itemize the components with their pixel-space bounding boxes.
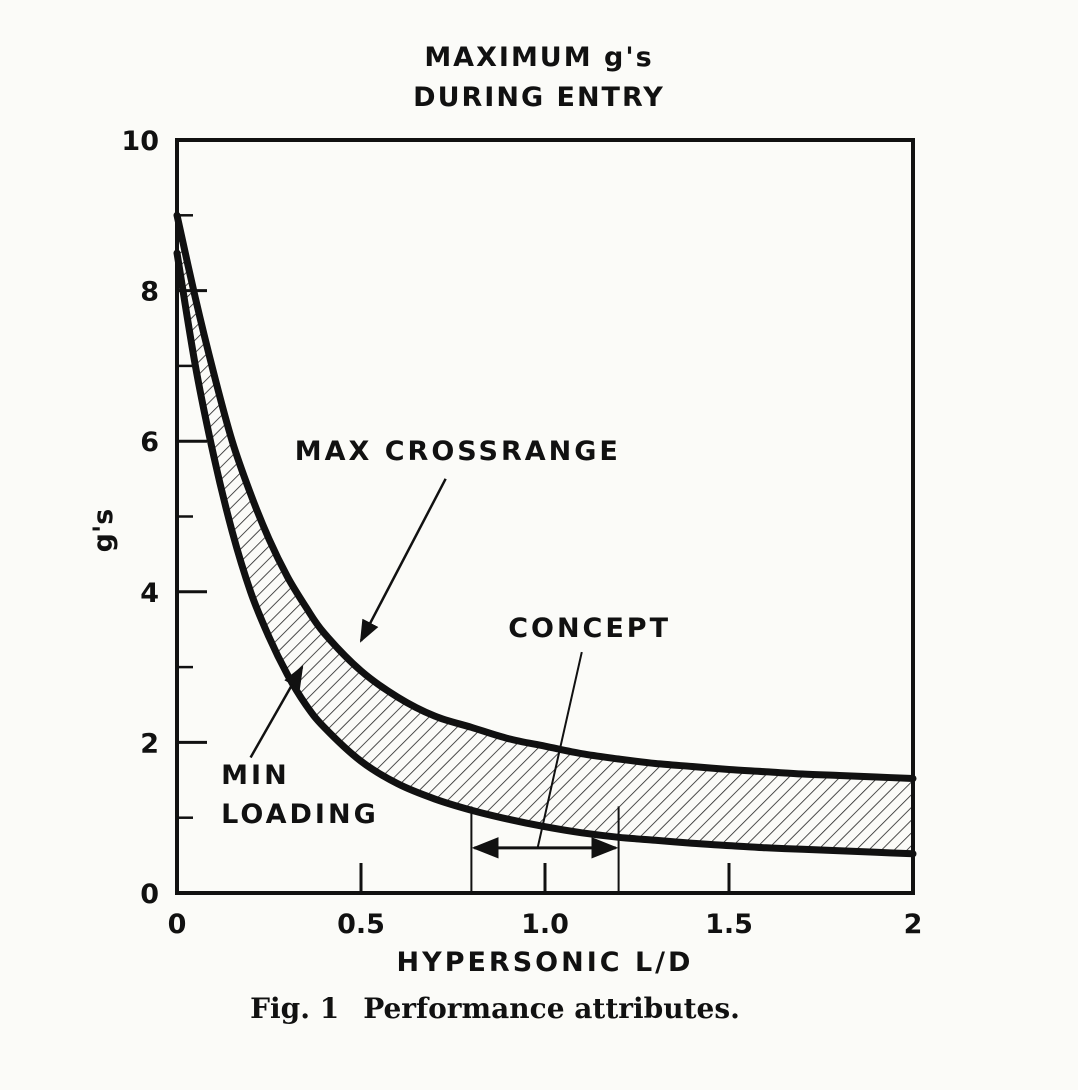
y-tick-label-10: 10 [121, 126, 159, 157]
caption-text: Performance attributes. [363, 992, 740, 1025]
concept-leader-line [536, 651, 583, 849]
axes-layer: 0 2 4 6 8 10 0 0.5 1.0 1.5 2 HYPERSONIC L/D g's [88, 126, 922, 978]
annotation-min-loading-line-2: LOADING [221, 799, 379, 830]
figure-caption: Fig. 1 Performance attributes. [0, 992, 990, 1025]
x-tick-label-1.5: 1.5 [705, 909, 753, 940]
chart-title-line-1: MAXIMUM g's [424, 42, 654, 73]
x-tick-label-1: 1.0 [521, 909, 569, 940]
x-tick-label-0.5: 0.5 [337, 909, 385, 940]
annotation-min-loading-line-1: MIN [221, 760, 290, 791]
arrow-min-loading [249, 665, 304, 759]
x-axis-label: HYPERSONIC L/D [397, 947, 694, 978]
chart-title-line-2: DURING ENTRY [413, 82, 665, 113]
y-tick-label-6: 6 [140, 427, 159, 458]
annotation-concept: CONCEPT [508, 613, 671, 644]
y-tick-label-0: 0 [140, 879, 159, 910]
y-tick-label-2: 2 [140, 728, 159, 759]
band-layer [177, 215, 913, 854]
series-line-max-crossrange [173, 211, 917, 782]
y-axis-label: g's [88, 509, 119, 553]
y-tick-label-4: 4 [140, 578, 159, 609]
hatched-band [177, 215, 913, 854]
series-line-min-loading [173, 249, 917, 858]
y-tick-label-8: 8 [140, 277, 159, 308]
x-tick-label-0: 0 [168, 909, 187, 940]
annotation-layer: MAX CROSSRANGE MIN LOADING CONCEPT [221, 436, 671, 893]
caption-label: Fig. 1 [250, 992, 340, 1025]
annotation-max-crossrange: MAX CROSSRANGE [295, 436, 621, 467]
x-tick-label-2: 2 [904, 909, 923, 940]
arrow-max-crossrange [359, 478, 447, 643]
